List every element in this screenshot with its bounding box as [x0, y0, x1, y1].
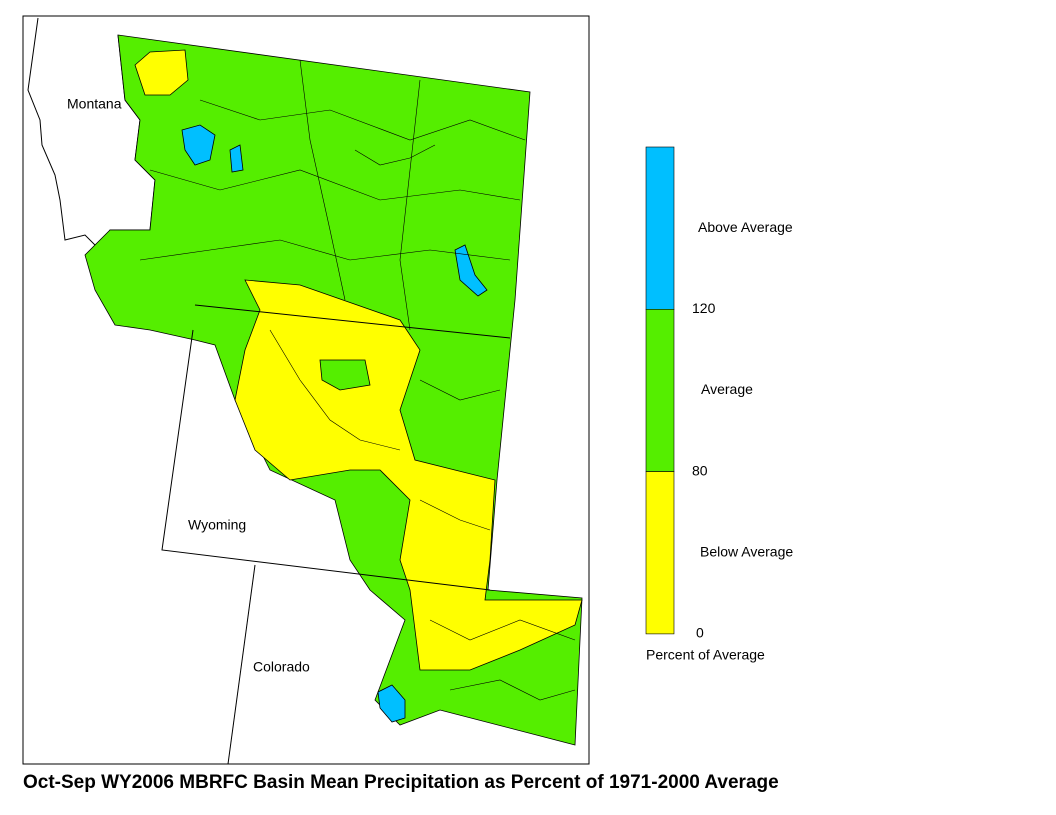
- legend-tick-label: 0: [696, 625, 704, 641]
- state-label: Colorado: [253, 659, 310, 675]
- legend-caption: Percent of Average: [646, 647, 765, 663]
- map: Montana Wyoming Colorado: [22, 15, 590, 765]
- legend-label: Average: [701, 381, 753, 397]
- legend-label: Below Average: [700, 543, 793, 559]
- legend-label: Above Average: [698, 219, 793, 235]
- basins-above-average: [454, 244, 488, 297]
- state-label: Montana: [67, 96, 122, 112]
- basins-below-average: [134, 49, 189, 96]
- basins-above-average: [229, 144, 244, 173]
- basin-boundaries: [139, 59, 576, 701]
- legend: Above Average Average Below Average 120 80 0 P…: [645, 146, 793, 663]
- basins-above-average: [377, 684, 406, 723]
- legend-tick-label: 120: [692, 300, 716, 316]
- state-border: [161, 304, 511, 765]
- legend-swatch: [645, 308, 675, 472]
- basins-average: [319, 359, 371, 391]
- map-title: Oct-Sep WY2006 MBRFC Basin Mean Precipit…: [23, 772, 779, 793]
- legend-tick-label: 80: [692, 462, 708, 478]
- legend-swatch: [645, 471, 675, 635]
- basins-above-average: [181, 124, 216, 166]
- legend-swatch: [645, 146, 675, 310]
- state-label: Wyoming: [188, 517, 246, 533]
